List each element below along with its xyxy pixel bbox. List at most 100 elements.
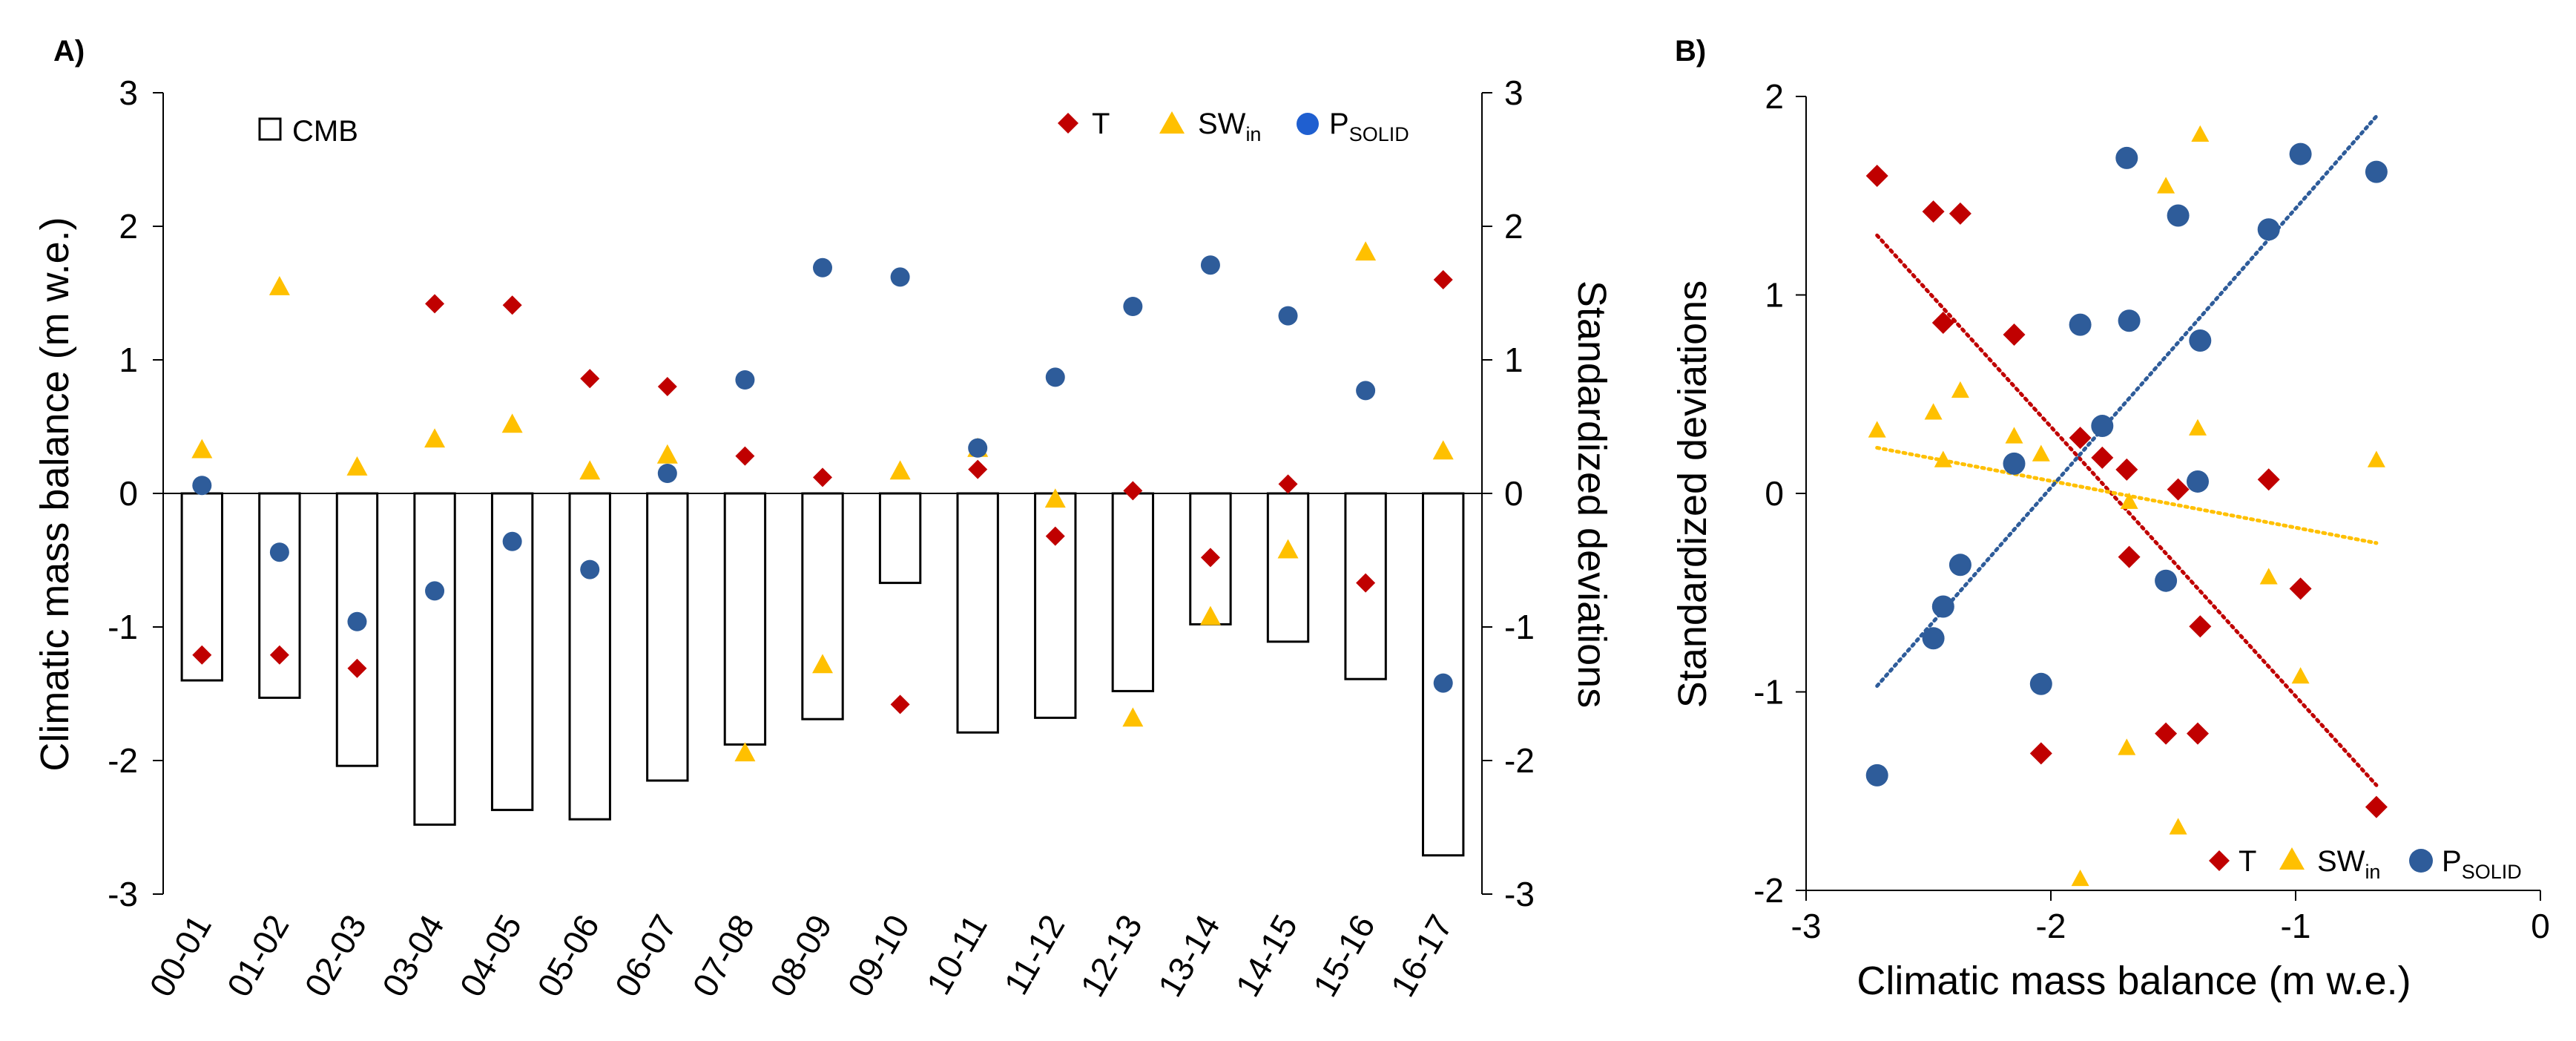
panel-b-psolid-point [2257,218,2280,241]
panel-a-swin-point [1355,241,1377,261]
panel-b-psolid-point [2365,160,2388,183]
panel-b-psolid-point [2003,452,2026,475]
cmb-bar [1266,492,1310,643]
cmb-bar [878,492,922,585]
panel-b-psolid-point [2091,415,2114,438]
panel-a-swin-point [734,742,756,762]
panel-b-swin-point [1868,421,1886,438]
panel-a-t-point [580,369,600,389]
legend-b-t-marker [2209,850,2230,871]
panel-b-t-point [2115,458,2138,481]
panel-a-chart: A) Climatic mass balance (m w.e.) Standa… [33,35,1614,1003]
panel-b-swin-point [2118,738,2136,755]
panel-a-category-label: 01-02 [220,908,297,1003]
panel-a-category-label: 10-11 [919,908,995,1001]
panel-b-swin-point [2291,667,2310,684]
panel-a-swin-point [1122,707,1144,727]
panel-a-category-label: 00-01 [142,908,219,1003]
legend-sw-subscript: in [1245,123,1261,145]
panel-b-t-trendline [1875,233,2379,787]
panel-b-y-tick-label: 1 [1765,276,1784,315]
panel-b-psolid-point [2189,329,2212,352]
panel-a-y2-tick-label: -1 [1504,608,1535,646]
panel-a-psolid-point [1278,306,1298,326]
panel-b-swin-point [1924,403,1943,420]
panel-a-y-tick-label: 0 [119,474,138,513]
panel-b-y-tick-label: 0 [1765,474,1784,513]
panel-b-psolid-point [1949,554,1971,577]
cmb-bar [258,492,301,699]
panel-b-x-tick-label: -3 [1791,907,1822,945]
cmb-bar [956,492,999,734]
legend-b-p-subscript: SOLID [2462,861,2522,883]
panel-b-x-axis-title: Climatic mass balance (m w.e.) [1857,959,2411,1003]
panel-a-psolid-point [425,581,445,601]
panel-a-t-point [1278,474,1298,494]
panel-b-swin-point [2157,177,2175,194]
panel-b-x-tick-label: -2 [2036,907,2066,945]
panel-b-legend: T SWin PSOLID [2209,845,2522,883]
panel-b-t-point [1949,202,1971,225]
panel-b-psolid-point [1865,763,1888,787]
panel-a-category-label: 16-17 [1383,908,1460,1003]
panel-b-psolid-point [2118,309,2141,332]
panel-a-psolid-point [347,611,367,631]
panel-b-t-point [2189,615,2212,638]
panel-a-swin-point [1044,488,1066,508]
panel-a-y-tick-label: -2 [108,741,138,780]
panel-a-swin-point [1277,539,1299,559]
panel-b-y-tick-label: -2 [1753,871,1784,910]
panel-b-t-point [2289,577,2312,600]
panel-a-category-label: 15-16 [1305,908,1383,1003]
panel-a-psolid-point [1123,297,1143,316]
panel-a-y2-axis-title: Standardized deviations [1569,280,1614,708]
panel-a-t-point [1433,270,1453,289]
panel-a-bars [180,492,1465,857]
panel-a-category-label: 04-05 [452,908,529,1003]
legend-p-subscript: SOLID [1349,123,1409,145]
legend-b-p-marker [2409,849,2433,873]
panel-a-category-labels: 00-01 01-02 02-03 03-04 04-05 05-06 06-07 07-08… [142,908,1460,1003]
cmb-bar [568,492,611,821]
panel-a-y2-tick-label: 3 [1504,73,1523,112]
panel-a-category-label: 09-10 [840,908,917,1003]
panel-b-y-axis-title: Standardized deviations [1670,280,1715,708]
panel-b-trendlines [1875,114,2379,787]
panel-a-t-point [890,694,910,715]
panel-a-t-point [192,645,212,665]
panel-b-psolid-point [2155,569,2178,592]
panel-b-swin-point [2071,869,2089,887]
legend-b-sw-subscript: in [2365,861,2380,883]
panel-b-psolid-point [1931,595,1954,618]
panel-b-swin-point [2189,418,2207,436]
panel-a-psolid-point [1433,673,1453,693]
panel-b-x-ticks: -3 -2 -1 0 [1791,890,2550,945]
panel-a-t-point [813,467,832,487]
panel-a-t-point [735,446,755,466]
panel-a-category-label: 14-15 [1228,908,1305,1003]
panel-b-y-ticks: 2 1 0 -1 -2 [1753,77,1806,910]
legend-b-sw-label: SWin [2317,845,2380,883]
panel-b-markers [1865,125,2388,887]
panel-a-category-label: 03-04 [375,908,452,1003]
panel-a-psolid-point [657,464,677,483]
cmb-bar [646,492,689,782]
panel-a-t-point [968,459,988,479]
legend-sw-label: SWin [1198,108,1261,145]
panel-a-swin-point [1199,605,1221,625]
panel-b-x-tick-label: 0 [2531,907,2550,945]
cmb-bar [801,492,844,720]
panel-a-category-label: 11-12 [996,908,1072,1001]
panel-b-t-point [1922,200,1945,223]
panel-b-t-point [2257,468,2280,491]
panel-a-t-point [1356,573,1376,593]
panel-a-y-tick-label: -1 [108,608,138,646]
panel-b-psolid-point [2187,470,2209,493]
panel-a-swin-point [346,456,368,476]
panel-b-swin-point [2259,568,2278,585]
panel-a-psolid-point [968,438,988,458]
panel-a-y-ticks: 3 2 1 0 -1 -2 -3 [108,73,163,913]
panel-b-psolid-point [2167,204,2190,227]
panel-b-y-tick-label: 2 [1765,77,1784,116]
